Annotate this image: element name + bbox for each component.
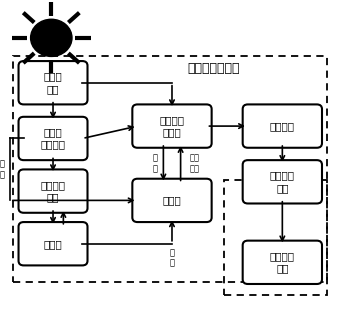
Text: 超级电容
充电器: 超级电容 充电器	[159, 115, 184, 137]
Text: 太阳能
收集单元: 太阳能 收集单元	[40, 127, 65, 150]
FancyBboxPatch shape	[19, 61, 88, 104]
Text: 无线传感
节点: 无线传感 节点	[270, 251, 295, 273]
Text: 控制器: 控制器	[163, 195, 181, 205]
Text: 超级电容: 超级电容	[270, 121, 295, 131]
FancyBboxPatch shape	[19, 222, 88, 265]
Text: 锂电池: 锂电池	[44, 239, 62, 249]
FancyBboxPatch shape	[243, 160, 322, 203]
Bar	[224, 180, 327, 295]
Text: 太阳能
电池: 太阳能 电池	[44, 72, 62, 94]
FancyBboxPatch shape	[243, 241, 322, 284]
Text: 复合微能源系统: 复合微能源系统	[187, 62, 240, 75]
Text: 输出调节
电路: 输出调节 电路	[270, 171, 295, 193]
Bar	[13, 56, 327, 282]
FancyBboxPatch shape	[19, 117, 88, 160]
Text: 电池保护
电路: 电池保护 电路	[40, 180, 65, 202]
Text: 电
压: 电 压	[170, 248, 175, 267]
FancyBboxPatch shape	[132, 179, 212, 222]
Text: 控制
信号: 控制 信号	[189, 154, 199, 173]
FancyBboxPatch shape	[19, 169, 88, 213]
FancyBboxPatch shape	[132, 104, 212, 148]
Text: 电
压: 电 压	[0, 160, 5, 179]
Circle shape	[31, 19, 72, 56]
Text: 电
量: 电 量	[152, 154, 157, 173]
FancyBboxPatch shape	[243, 104, 322, 148]
